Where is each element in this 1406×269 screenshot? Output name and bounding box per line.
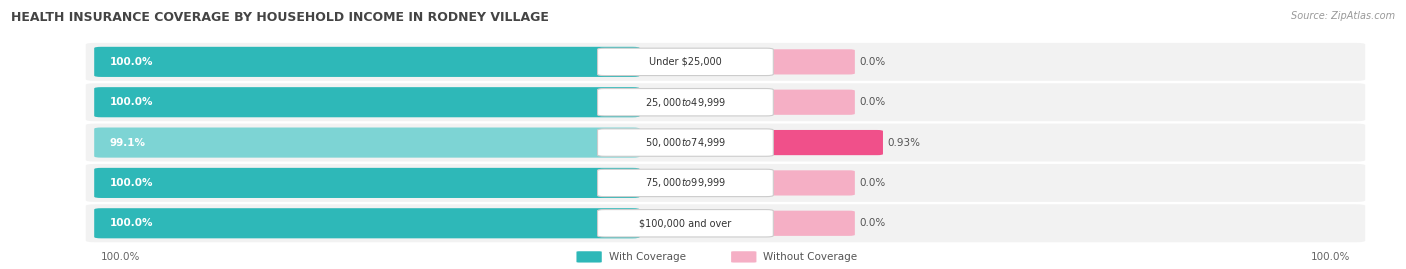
- Text: 100.0%: 100.0%: [1310, 252, 1350, 262]
- Text: $100,000 and over: $100,000 and over: [640, 218, 731, 228]
- FancyBboxPatch shape: [576, 251, 602, 263]
- FancyBboxPatch shape: [766, 49, 855, 75]
- Text: $50,000 to $74,999: $50,000 to $74,999: [645, 136, 725, 149]
- FancyBboxPatch shape: [598, 169, 773, 197]
- Text: 100.0%: 100.0%: [110, 57, 153, 67]
- FancyBboxPatch shape: [598, 89, 773, 116]
- Text: Under $25,000: Under $25,000: [650, 57, 721, 67]
- Text: 0.93%: 0.93%: [887, 137, 920, 148]
- FancyBboxPatch shape: [94, 168, 640, 198]
- Text: HEALTH INSURANCE COVERAGE BY HOUSEHOLD INCOME IN RODNEY VILLAGE: HEALTH INSURANCE COVERAGE BY HOUSEHOLD I…: [11, 11, 550, 24]
- FancyBboxPatch shape: [731, 251, 756, 263]
- Text: Without Coverage: Without Coverage: [763, 252, 858, 262]
- FancyBboxPatch shape: [598, 129, 773, 156]
- FancyBboxPatch shape: [598, 210, 773, 237]
- Text: 100.0%: 100.0%: [110, 97, 153, 107]
- FancyBboxPatch shape: [86, 204, 1365, 242]
- Text: 0.0%: 0.0%: [859, 218, 886, 228]
- FancyBboxPatch shape: [86, 43, 1365, 81]
- FancyBboxPatch shape: [94, 128, 640, 158]
- FancyBboxPatch shape: [766, 170, 855, 196]
- Text: 100.0%: 100.0%: [110, 178, 153, 188]
- FancyBboxPatch shape: [766, 90, 855, 115]
- FancyBboxPatch shape: [86, 164, 1365, 202]
- Text: $25,000 to $49,999: $25,000 to $49,999: [645, 96, 725, 109]
- FancyBboxPatch shape: [94, 47, 640, 77]
- Text: 0.0%: 0.0%: [859, 57, 886, 67]
- FancyBboxPatch shape: [94, 208, 640, 238]
- Text: 0.0%: 0.0%: [859, 178, 886, 188]
- FancyBboxPatch shape: [598, 48, 773, 76]
- FancyBboxPatch shape: [86, 83, 1365, 121]
- Text: $75,000 to $99,999: $75,000 to $99,999: [645, 176, 725, 189]
- FancyBboxPatch shape: [766, 130, 883, 155]
- Text: 100.0%: 100.0%: [101, 252, 141, 262]
- Text: With Coverage: With Coverage: [609, 252, 686, 262]
- Text: Source: ZipAtlas.com: Source: ZipAtlas.com: [1291, 11, 1395, 21]
- Text: 100.0%: 100.0%: [110, 218, 153, 228]
- FancyBboxPatch shape: [94, 87, 640, 117]
- FancyBboxPatch shape: [766, 211, 855, 236]
- Text: 99.1%: 99.1%: [110, 137, 146, 148]
- Text: 0.0%: 0.0%: [859, 97, 886, 107]
- FancyBboxPatch shape: [86, 124, 1365, 161]
